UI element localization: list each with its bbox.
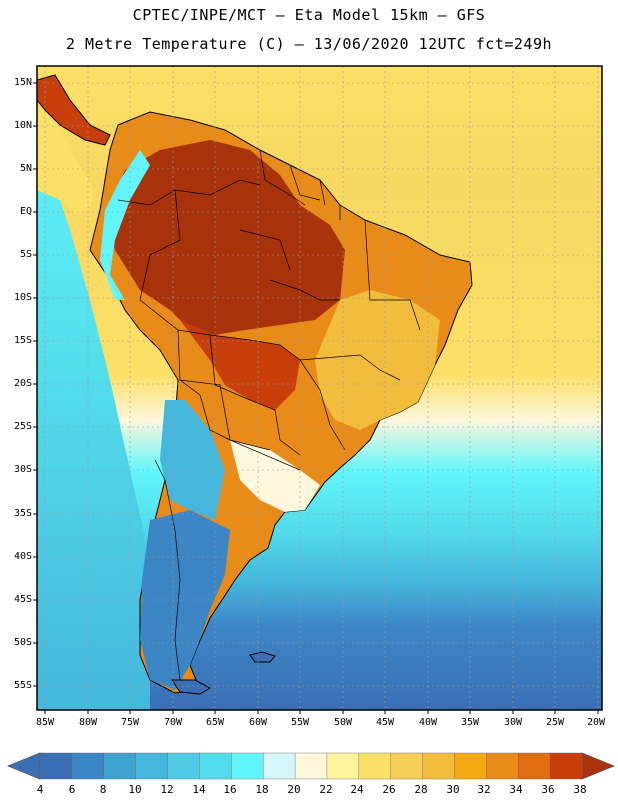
lat-label: 5S [19, 249, 32, 260]
lat-label: 45S [13, 594, 32, 605]
colorbar-swatch [518, 752, 551, 780]
lat-label: 5N [19, 163, 32, 174]
colorbar-swatch [294, 752, 328, 780]
lon-label: 45W [375, 717, 395, 728]
colorbar-label: 34 [509, 783, 523, 796]
lat-label: 15N [13, 77, 32, 88]
colorbar-swatch [454, 752, 487, 780]
lat-label: 55S [13, 680, 32, 691]
colorbar-label: 18 [255, 783, 269, 796]
lat-label: 35S [13, 508, 32, 519]
lon-label: 20W [586, 717, 606, 728]
colorbar-label: 8 [99, 783, 107, 796]
colorbar [6, 752, 616, 780]
colorbar-label: 38 [573, 783, 587, 796]
lat-label: 30S [13, 464, 32, 475]
colorbar-label: 22 [319, 783, 333, 796]
graticule [37, 66, 602, 710]
colorbar-label: 4 [36, 783, 44, 796]
lat-label: 25S [13, 421, 32, 432]
colorbar-swatch [167, 752, 200, 780]
colorbar-label: 28 [414, 783, 428, 796]
colorbar-label: 20 [287, 783, 301, 796]
south-cool-zone [230, 440, 320, 512]
lon-label: 25W [545, 717, 565, 728]
amazon-hot-zone [105, 140, 345, 335]
patagonia-zone [140, 510, 230, 690]
axis-ticks [33, 82, 599, 714]
central-warm-zone [180, 320, 300, 410]
colorbar-label: 26 [382, 783, 396, 796]
colorbar-swatch [39, 752, 73, 780]
lat-label: 10N [13, 120, 32, 131]
map-subtitle: 2 Metre Temperature (C) – 13/06/2020 12U… [65, 35, 553, 53]
colorbar-swatch [486, 752, 519, 780]
pacific-tropical [37, 66, 95, 215]
colorbar-swatch [231, 752, 264, 780]
colorbar-swatch [422, 752, 455, 780]
colorbar-label: 6 [68, 783, 76, 796]
pacific-ocean [37, 66, 150, 710]
colorbar-label: 16 [223, 783, 237, 796]
tierra-del-fuego [171, 679, 212, 695]
colorbar-swatch [326, 752, 360, 780]
lon-label: 35W [460, 717, 480, 728]
colorbar-high-arrow [581, 752, 616, 780]
lon-label: 80W [78, 717, 98, 728]
map-area [37, 66, 602, 710]
lon-label: 85W [35, 717, 55, 728]
colorbar-swatch [71, 752, 105, 780]
east-brazil-zone [315, 290, 440, 430]
andes-cold-zone [160, 400, 225, 520]
colorbar-swatch [358, 752, 392, 780]
colorbar-low-arrow [6, 752, 41, 780]
colorbar-swatch [549, 752, 583, 780]
colorbar-swatch [262, 752, 296, 780]
lon-label: 50W [333, 717, 353, 728]
falkland-islands [249, 651, 276, 663]
lon-label: 55W [290, 717, 310, 728]
lon-label: 30W [503, 717, 523, 728]
lon-label: 40W [418, 717, 438, 728]
lat-label: EQ [19, 206, 32, 217]
colorbar-label: 24 [350, 783, 364, 796]
colorbar-swatch [390, 752, 424, 780]
colorbar-swatch [199, 752, 232, 780]
lon-label: 75W [120, 717, 140, 728]
map-title: CPTEC/INPE/MCT – Eta Model 15km – GFS [132, 6, 486, 24]
map-frame [36, 65, 603, 711]
colorbar-label: 30 [446, 783, 460, 796]
colorbar-label: 32 [477, 783, 491, 796]
country-borders [117, 149, 421, 681]
lat-label: 20S [13, 378, 32, 389]
lat-label: 10S [13, 292, 32, 303]
colorbar-label: 14 [192, 783, 206, 796]
lat-label: 15S [13, 335, 32, 346]
lon-label: 65W [205, 717, 225, 728]
lat-label: 50S [13, 637, 32, 648]
andes-north-strip [100, 150, 150, 300]
lon-label: 60W [248, 717, 268, 728]
colorbar-swatch [135, 752, 169, 780]
lat-label: 40S [13, 551, 32, 562]
colorbar-label: 36 [541, 783, 555, 796]
colorbar-swatch [103, 752, 137, 780]
colorbar-label: 10 [128, 783, 142, 796]
colorbar-label: 12 [160, 783, 174, 796]
lon-label: 70W [163, 717, 183, 728]
central-america-land [37, 74, 111, 146]
